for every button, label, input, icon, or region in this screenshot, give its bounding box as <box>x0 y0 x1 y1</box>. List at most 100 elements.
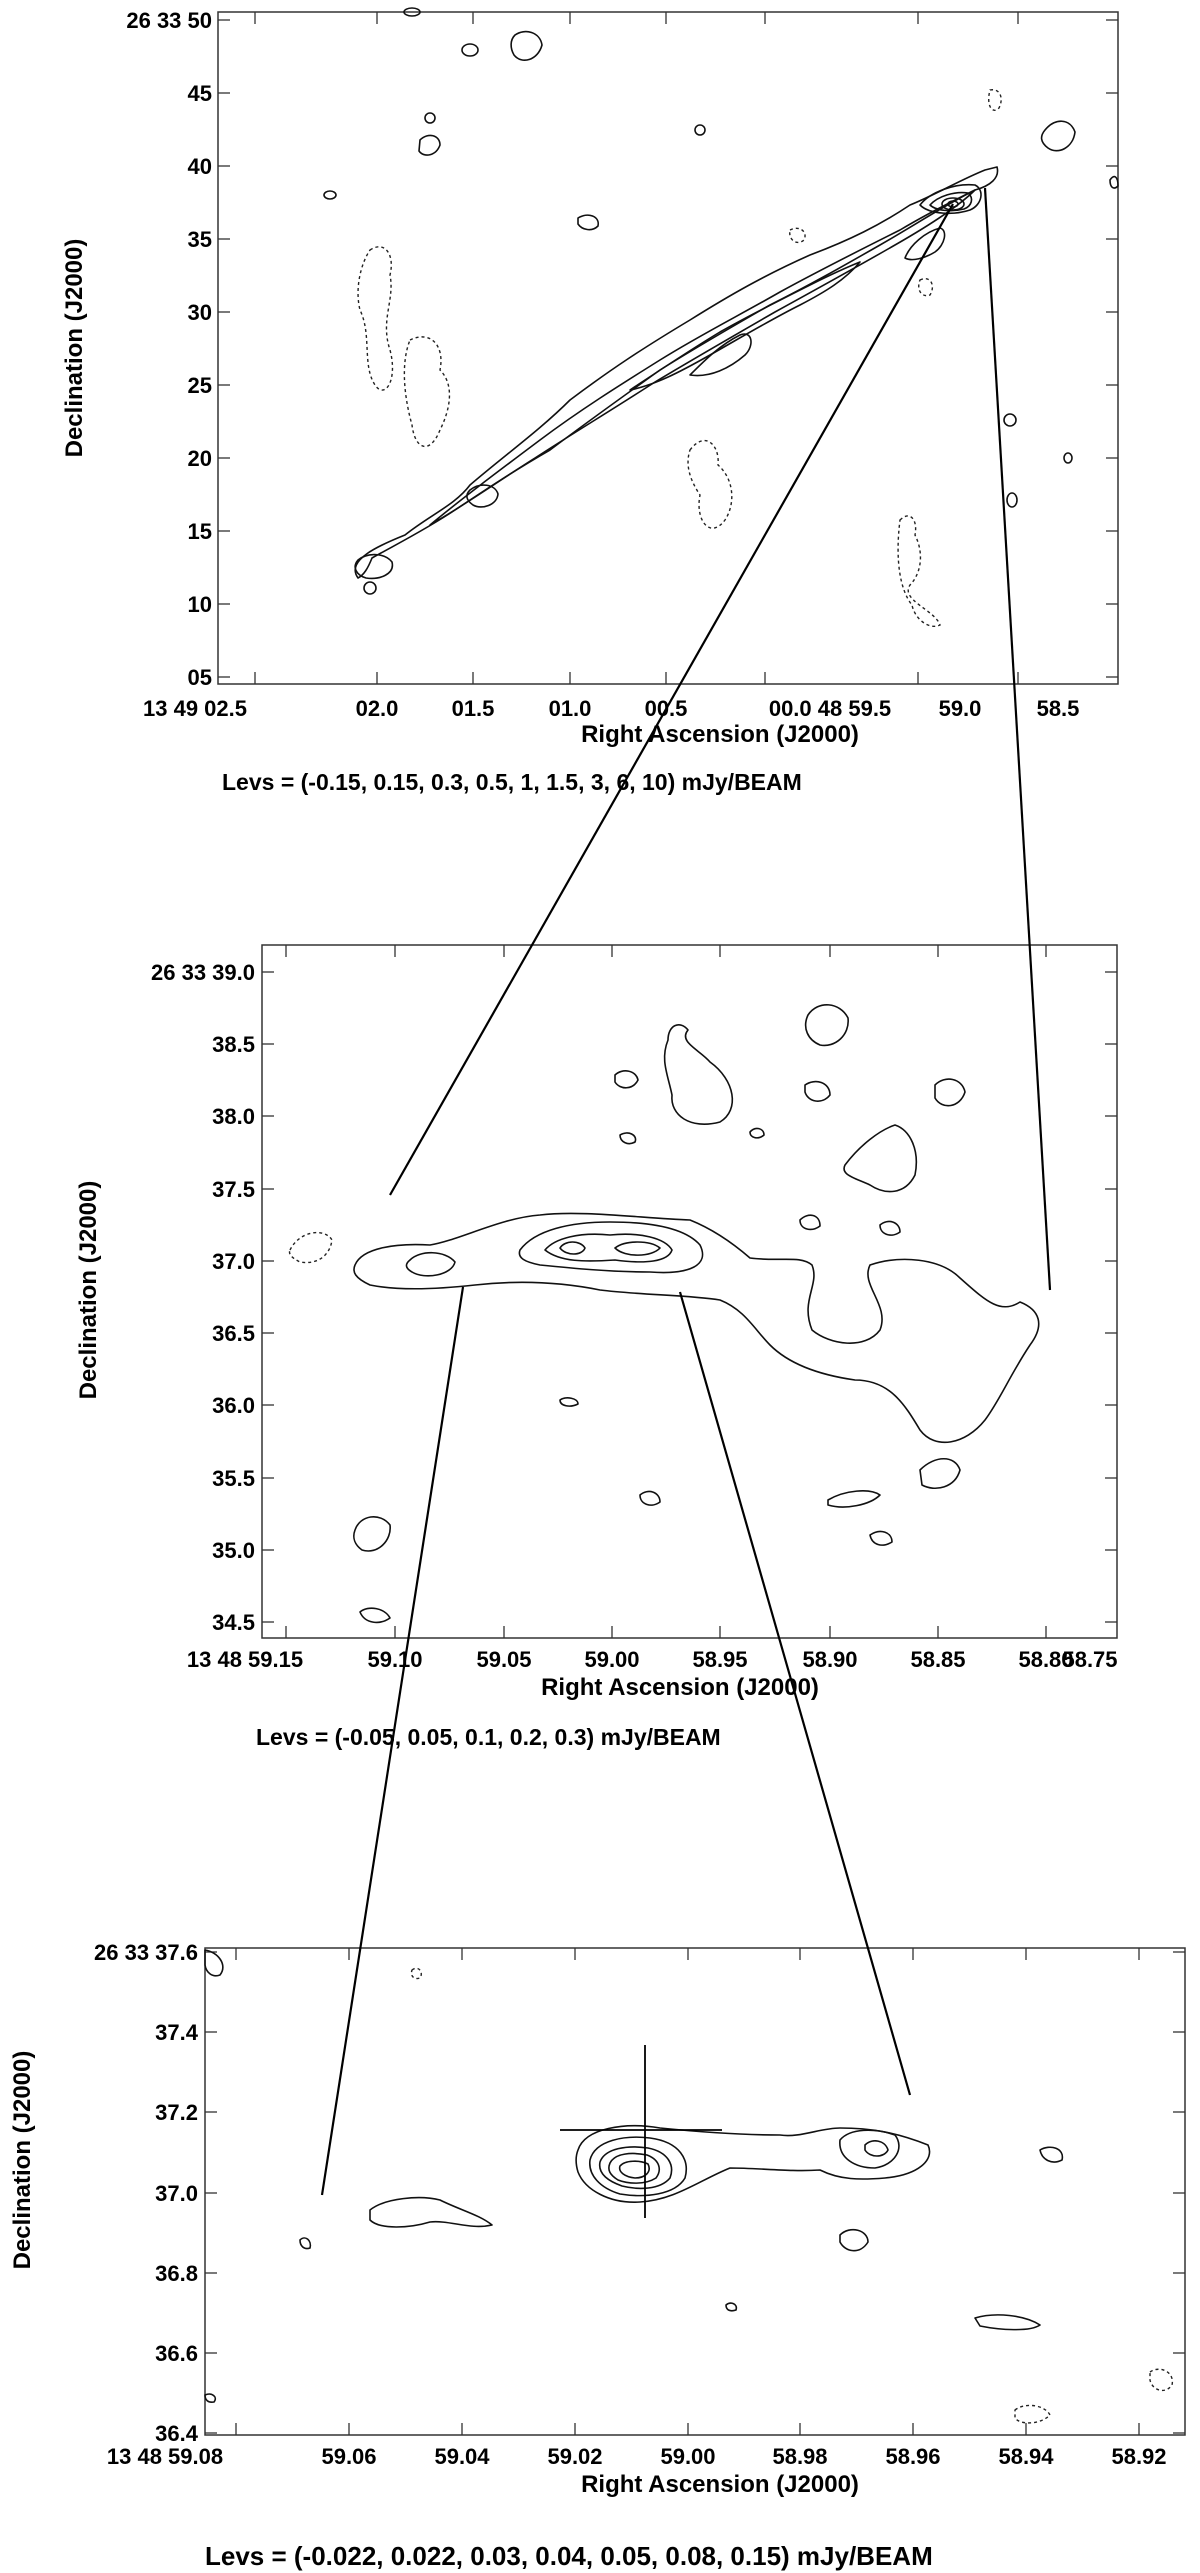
middle-ytick-0: 26 33 39.0 <box>151 960 255 985</box>
bottom-xtick-6: 58.96 <box>885 2444 940 2469</box>
bottom-blob-4 <box>839 2228 869 2252</box>
middle-blob-15 <box>639 1490 661 1506</box>
top-ytick-8: 10 <box>188 592 212 617</box>
top-blob-5 <box>510 30 543 61</box>
top-panel: 26 33 50 45 40 35 30 25 20 15 10 05 13 4… <box>61 7 1119 795</box>
top-blob-8 <box>403 7 421 17</box>
middle-xtick-5: 58.90 <box>802 1647 857 1672</box>
top-blob-1 <box>354 553 394 580</box>
top-neg-contour-1 <box>357 246 394 391</box>
top-ytick-4: 30 <box>188 300 212 325</box>
middle-xtick-8: 58.75 <box>1062 1647 1117 1672</box>
zoom-line-top-left <box>389 203 954 1196</box>
bottom-xtick-1: 59.06 <box>321 2444 376 2469</box>
middle-blob-5 <box>614 1070 639 1089</box>
middle-ytick-1: 38.5 <box>212 1032 255 1057</box>
zoom-line-middle-left <box>320 1286 465 2196</box>
bottom-ytick-1: 37.4 <box>155 2020 199 2045</box>
middle-blob-7 <box>619 1132 637 1145</box>
top-blob-12 <box>1003 413 1017 427</box>
middle-blob-10 <box>799 1214 821 1231</box>
middle-knot-right <box>614 1241 661 1256</box>
middle-ticks <box>262 945 1117 1638</box>
middle-neg-contour-1 <box>288 1231 333 1264</box>
bottom-blob-8 <box>204 2393 217 2403</box>
middle-panel: 26 33 39.0 38.5 38.0 37.5 37.0 36.5 36.0… <box>75 944 1118 1750</box>
bottom-blob-5 <box>974 2314 1041 2331</box>
middle-ytick-5: 36.5 <box>212 1321 255 1346</box>
zoom-line-top-right <box>983 187 1052 1291</box>
middle-plot-frame <box>261 944 1118 1639</box>
bottom-core-contour-4 <box>608 2152 661 2184</box>
zoom-line-middle-right <box>678 1291 912 2096</box>
middle-ytick-4: 37.0 <box>212 1249 255 1274</box>
top-knot-contour-2 <box>904 227 946 261</box>
middle-blob-16 <box>559 1397 579 1407</box>
middle-blob-2 <box>804 1004 849 1047</box>
top-xtick-5: 00.0 48 59.5 <box>769 696 891 721</box>
bottom-neg-contour-1 <box>1014 2404 1051 2424</box>
bottom-panel: 26 33 37.6 37.4 37.2 37.0 36.8 36.6 36.4… <box>9 1940 1186 2571</box>
bottom-plot-frame <box>204 1947 1186 2436</box>
top-blob-3 <box>1040 120 1076 152</box>
top-blob-15 <box>363 581 377 595</box>
middle-blob-1 <box>663 1024 734 1125</box>
top-ticks <box>218 12 1118 684</box>
middle-ytick-7: 35.5 <box>212 1466 255 1491</box>
middle-ytick-6: 36.0 <box>212 1393 255 1418</box>
top-core-contour-1 <box>919 183 982 215</box>
top-knot-contour <box>689 333 752 377</box>
middle-levels-caption: Levs = (-0.05, 0.05, 0.1, 0.2, 0.3) mJy/… <box>256 1724 721 1750</box>
middle-knot-left <box>559 1241 586 1255</box>
bottom-xtick-7: 58.94 <box>998 2444 1054 2469</box>
middle-left-blob <box>405 1251 456 1277</box>
bottom-xtick-5: 58.98 <box>772 2444 827 2469</box>
top-ytick-2: 40 <box>188 154 212 179</box>
top-xtick-6: 59.0 <box>939 696 982 721</box>
bottom-x-axis-label: Right Ascension (J2000) <box>581 2471 859 2498</box>
middle-blob-8 <box>749 1127 765 1139</box>
middle-xtick-3: 59.00 <box>584 1647 639 1672</box>
middle-xtick-7: 58.80 <box>1018 1647 1073 1672</box>
top-neg-contour-7 <box>918 278 934 297</box>
top-neg-contour-4 <box>897 515 941 627</box>
middle-ytick-8: 35.0 <box>212 1538 255 1563</box>
middle-blob-12 <box>827 1490 881 1508</box>
bottom-ytick-3: 37.0 <box>155 2181 198 2206</box>
middle-contours <box>288 1004 1040 1624</box>
middle-xtick-0: 13 48 59.15 <box>187 1647 303 1672</box>
middle-blob-11 <box>919 1457 961 1489</box>
bottom-xtick-8: 58.92 <box>1111 2444 1166 2469</box>
bottom-core-contour-3 <box>598 2146 673 2190</box>
top-xtick-2: 01.5 <box>452 696 495 721</box>
bottom-neg-contour-2 <box>1149 2368 1174 2392</box>
middle-blob-6 <box>843 1124 917 1193</box>
bottom-blob-1 <box>369 2196 493 2228</box>
bottom-blob-7 <box>725 2302 738 2312</box>
top-xtick-7: 58.5 <box>1037 696 1080 721</box>
bottom-neg-contour-3 <box>410 1967 422 1980</box>
top-blob-16 <box>323 190 337 200</box>
middle-y-axis-label: Declination (J2000) <box>75 1181 102 1400</box>
middle-xtick-4: 58.95 <box>692 1647 747 1672</box>
top-blob-6 <box>577 214 599 231</box>
top-jet-contour-3 <box>629 261 861 391</box>
middle-blob-14 <box>353 1516 391 1552</box>
top-xtick-0: 13 49 02.5 <box>143 696 247 721</box>
middle-xtick-1: 59.10 <box>367 1647 422 1672</box>
middle-xtick-6: 58.85 <box>910 1647 965 1672</box>
top-ytick-0: 26 33 50 <box>126 8 212 33</box>
bottom-blob-2 <box>204 1949 224 1977</box>
middle-x-axis-label: Right Ascension (J2000) <box>541 1674 819 1701</box>
top-ytick-9: 05 <box>188 665 212 690</box>
middle-ytick-2: 38.0 <box>212 1104 255 1129</box>
middle-blob-9 <box>879 1220 901 1236</box>
middle-main-contour-3 <box>544 1233 673 1263</box>
top-ytick-1: 45 <box>188 81 212 106</box>
middle-main-contour-2 <box>518 1221 704 1274</box>
bottom-blob-6 <box>299 2237 312 2250</box>
top-levels-caption: Levs = (-0.15, 0.15, 0.3, 0.5, 1, 1.5, 3… <box>222 769 802 795</box>
bottom-secondary-outer <box>839 2129 900 2169</box>
top-blob-10 <box>424 112 436 124</box>
